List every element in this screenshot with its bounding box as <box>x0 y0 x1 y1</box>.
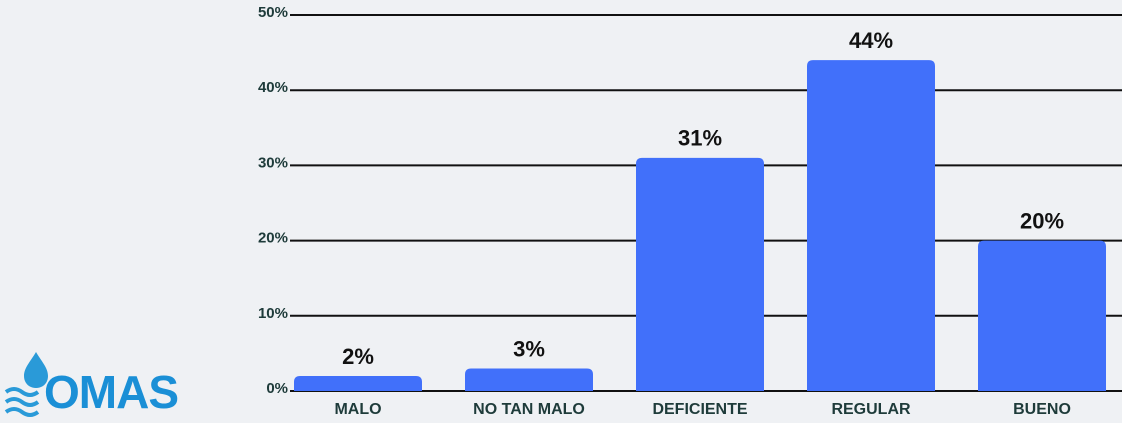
bar <box>807 60 935 392</box>
x-tick-label: MALO <box>334 401 381 418</box>
value-label: 44% <box>849 28 893 53</box>
logo-drop <box>24 352 48 388</box>
value-label: 20% <box>1020 208 1064 233</box>
bar <box>978 240 1106 391</box>
value-label: 2% <box>342 344 374 369</box>
y-tick-label: 10% <box>258 305 288 322</box>
value-label: 3% <box>513 336 545 361</box>
y-tick-label: 20% <box>258 230 288 247</box>
bar <box>465 368 593 391</box>
x-tick-label: REGULAR <box>831 401 911 418</box>
y-tick-label: 0% <box>266 380 288 397</box>
x-tick-label: BUENO <box>1013 401 1071 418</box>
logo-waves <box>4 387 40 417</box>
y-tick-label: 40% <box>258 79 288 96</box>
x-tick-label: DEFICIENTE <box>652 401 747 418</box>
bar <box>294 375 422 391</box>
y-tick-label: 30% <box>258 154 288 171</box>
logo-text: OMAS <box>44 366 178 418</box>
bar <box>636 157 764 391</box>
value-label: 31% <box>678 126 722 151</box>
logo: OMAS <box>4 352 179 418</box>
x-tick-label: NO TAN MALO <box>473 401 585 418</box>
y-tick-label: 50% <box>258 4 288 21</box>
